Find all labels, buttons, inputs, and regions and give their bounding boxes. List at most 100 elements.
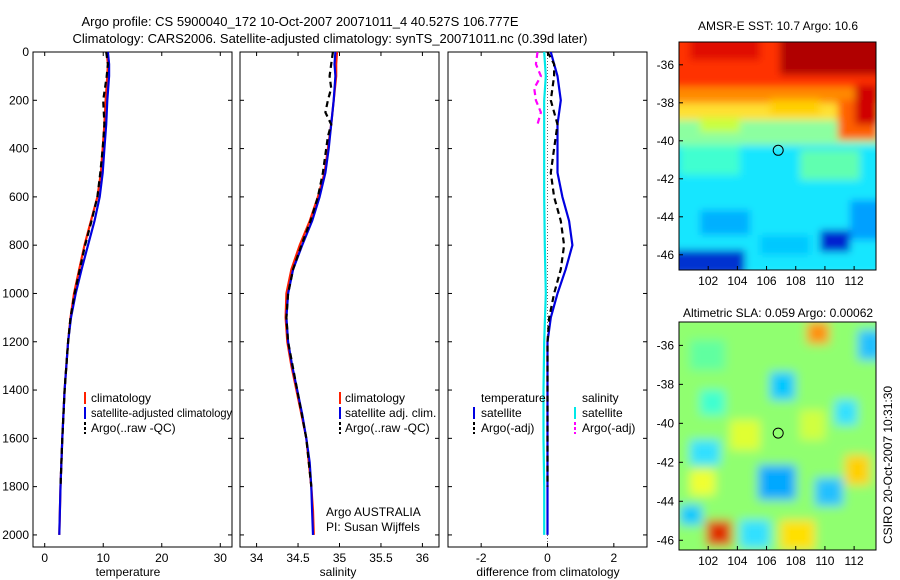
sal-legend-climatology-label: climatology <box>345 391 405 405</box>
legend-satellite-label: satellite-adjusted climatology <box>91 406 232 420</box>
ytick-label-temperature-5: 1000 <box>2 286 29 300</box>
xtick-label-salinity-0: 34 <box>250 551 264 565</box>
annotation-argo-australia: Argo AUSTRALIA <box>326 505 421 519</box>
xtick-label-temperature-0: 0 <box>41 551 48 565</box>
xtick-label-sla-4: 110 <box>815 554 834 568</box>
xtick-label-sst-1: 104 <box>727 274 747 288</box>
salinity-axes <box>239 51 440 548</box>
series-difference-2 <box>542 51 547 535</box>
ytick-label-temperature-2: 400 <box>9 142 29 156</box>
salinity-legend: climatology satellite adj. clim. Argo(..… <box>339 391 436 435</box>
sla-field <box>679 322 876 550</box>
ytick-label-sla-4: -44 <box>657 494 675 508</box>
side-timestamp: CSIRO 20-Oct-2007 10:31:30 <box>881 386 895 544</box>
difference-panel: -2 0 2 difference from climatology tempera… <box>447 51 648 579</box>
series-temperature-2 <box>59 51 110 487</box>
series-salinity-2 <box>285 51 334 487</box>
sst-ticks: 102 104 106 108 110 112 -36 -38 -40 -42 -44 -46 <box>657 58 864 288</box>
difference-legend: temperature salinity satellite Argo(-adj… <box>473 391 635 435</box>
sla-argo-marker <box>772 427 784 439</box>
xtick-label-temperature-2: 20 <box>155 551 169 565</box>
legend-argo-label: Argo(..raw -QC) <box>91 421 176 435</box>
xtick-label-sla-3: 108 <box>786 554 806 568</box>
temperature-xlabel: temperature <box>96 565 161 579</box>
sst-axes <box>678 41 877 271</box>
ytick-label-temperature-10: 2000 <box>2 528 29 542</box>
ytick-label-sla-1: -38 <box>657 377 675 391</box>
sst-field <box>679 42 876 270</box>
difference-xlabel: difference from climatology <box>476 565 619 579</box>
ytick-label-sst-1: -38 <box>657 96 675 110</box>
sst-map: AMSR-E SST: 10.7 Argo: 10.6 <box>657 19 877 288</box>
ytick-label-sla-5: -46 <box>657 533 675 547</box>
ytick-label-sst-3: -42 <box>657 172 675 186</box>
header-line-2: Climatology: CARS2006. Satellite-adjuste… <box>73 31 588 46</box>
difference-ticks: -2 0 2 <box>448 51 647 565</box>
xtick-label-temperature-1: 10 <box>97 551 111 565</box>
sla-map: Altimetric SLA: 0.059 Argo: 0.00062 <box>657 306 877 568</box>
xtick-label-sla-5: 112 <box>845 554 864 568</box>
temperature-panel: 0 10 20 30 0 200 400 600 800 1000 1200 1400 1600 1800… <box>2 45 233 579</box>
series-salinity-1 <box>285 51 337 535</box>
sla-axes <box>678 321 877 551</box>
xtick-label-difference-1: 0 <box>544 551 551 565</box>
sla-ticks: 102 104 106 108 110 112 -36 -38 -40 -42 -44 -46 <box>657 338 864 568</box>
xtick-label-temperature-3: 30 <box>214 551 228 565</box>
xtick-label-sla-1: 104 <box>727 554 747 568</box>
diff-legend-temp-argo-label: Argo(-adj) <box>481 421 534 435</box>
xtick-label-sla-0: 102 <box>698 554 718 568</box>
temperature-ticks: 0 10 20 30 0 200 400 600 800 1000 1200 1400 1600 1800… <box>2 45 232 565</box>
ytick-label-temperature-3: 600 <box>9 190 29 204</box>
temperature-axes <box>32 51 233 548</box>
series-difference-1 <box>546 51 566 487</box>
xtick-label-difference-2: 2 <box>610 551 617 565</box>
ytick-label-sst-0: -36 <box>657 58 675 72</box>
xtick-label-salinity-4: 36 <box>416 551 430 565</box>
xtick-label-sst-5: 112 <box>845 274 864 288</box>
ytick-label-temperature-6: 1200 <box>2 335 29 349</box>
header-line-1: Argo profile: CS 5900040_172 10-Oct-2007… <box>81 14 518 29</box>
diff-legend-sal-argo-label: Argo(-adj) <box>582 421 635 435</box>
ytick-label-temperature-0: 0 <box>22 45 29 59</box>
ytick-label-sst-4: -44 <box>657 210 675 224</box>
legend-climatology-label: climatology <box>91 391 151 405</box>
ytick-label-sst-5: -46 <box>657 248 675 262</box>
series-difference-3 <box>533 51 543 125</box>
ytick-label-sst-2: -40 <box>657 134 675 148</box>
annotation-pi: PI: Susan Wijffels <box>326 520 420 534</box>
xtick-label-sst-2: 106 <box>757 274 777 288</box>
xtick-label-salinity-3: 35.5 <box>369 551 393 565</box>
sst-title: AMSR-E SST: 10.7 Argo: 10.6 <box>698 19 858 33</box>
xtick-label-sst-4: 110 <box>815 274 834 288</box>
diff-legend-salinity-header: salinity <box>582 391 619 405</box>
ytick-label-temperature-7: 1400 <box>2 383 29 397</box>
ytick-label-temperature-4: 800 <box>9 238 29 252</box>
xtick-label-salinity-1: 34.5 <box>286 551 310 565</box>
ytick-label-temperature-9: 1800 <box>2 480 29 494</box>
sal-legend-satellite-label: satellite adj. clim. <box>345 406 436 420</box>
salinity-panel: 34 34.5 35 35.5 36 salinity climatology sate… <box>239 51 440 579</box>
xtick-label-sst-0: 102 <box>698 274 718 288</box>
diff-legend-temperature-header: temperature <box>481 391 546 405</box>
ytick-label-sla-2: -40 <box>657 416 675 430</box>
salinity-ticks: 34 34.5 35 35.5 36 <box>240 51 439 565</box>
ytick-label-sla-0: -36 <box>657 338 675 352</box>
salinity-xlabel: salinity <box>320 565 357 579</box>
sal-legend-argo-label: Argo(..raw -QC) <box>345 421 430 435</box>
xtick-label-difference-0: -2 <box>476 551 487 565</box>
xtick-label-sst-3: 108 <box>786 274 806 288</box>
ytick-label-temperature-1: 200 <box>9 93 29 107</box>
diff-legend-sal-sat-label: satellite <box>582 406 623 420</box>
temperature-legend: climatology satellite-adjusted climatolo… <box>84 391 232 435</box>
sla-title: Altimetric SLA: 0.059 Argo: 0.00062 <box>683 306 873 320</box>
xtick-label-sla-2: 106 <box>757 554 777 568</box>
salinity-lines <box>284 51 339 535</box>
difference-lines <box>533 51 574 535</box>
xtick-label-salinity-2: 35 <box>333 551 347 565</box>
ytick-label-temperature-8: 1600 <box>2 431 29 445</box>
ytick-label-sla-3: -42 <box>657 455 675 469</box>
temperature-lines <box>58 51 111 535</box>
sst-argo-marker <box>772 144 784 156</box>
diff-legend-temp-sat-label: satellite <box>481 406 522 420</box>
